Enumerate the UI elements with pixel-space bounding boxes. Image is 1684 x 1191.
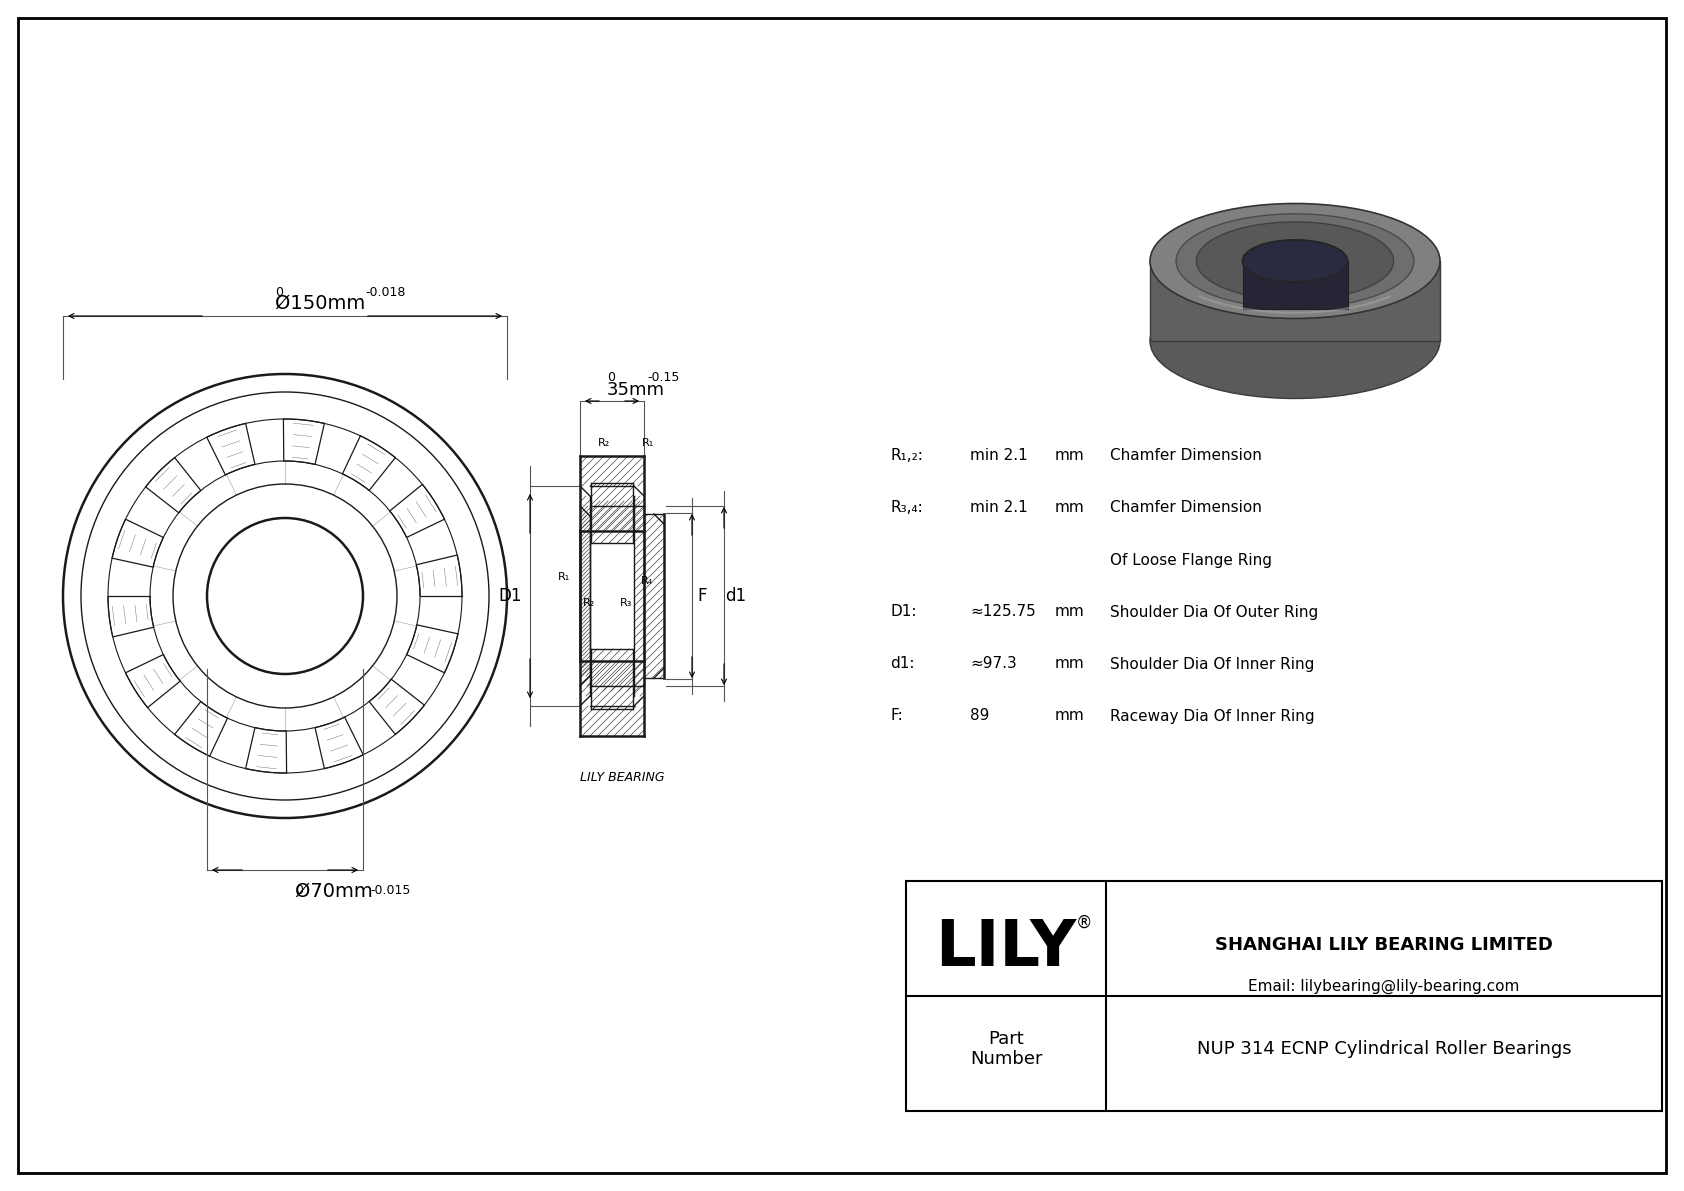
Text: 0: 0 [274,286,283,299]
Text: Of Loose Flange Ring: Of Loose Flange Ring [1110,553,1271,567]
Text: min 2.1: min 2.1 [970,449,1027,463]
Text: Email: lilybearing@lily-bearing.com: Email: lilybearing@lily-bearing.com [1248,979,1519,994]
Text: R₁: R₁ [557,572,571,582]
Polygon shape [1150,261,1440,341]
Text: mm: mm [1054,500,1084,516]
Text: Raceway Dia Of Inner Ring: Raceway Dia Of Inner Ring [1110,709,1315,723]
Text: D1: D1 [498,587,522,605]
Text: R₁,₂:: R₁,₂: [891,449,923,463]
Text: NUP 314 ECNP Cylindrical Roller Bearings: NUP 314 ECNP Cylindrical Roller Bearings [1197,1040,1571,1058]
Text: 0: 0 [606,372,615,384]
Ellipse shape [1243,241,1347,282]
Ellipse shape [1150,283,1440,399]
Text: ≈125.75: ≈125.75 [970,605,1036,619]
Text: -0.015: -0.015 [370,884,411,897]
Text: Part
Number: Part Number [970,1029,1042,1068]
Text: R₁: R₁ [642,438,655,448]
Text: F:: F: [891,709,903,723]
Text: mm: mm [1054,449,1084,463]
Text: LILY BEARING: LILY BEARING [579,771,663,784]
Bar [906,881,1662,1111]
Text: ®: ® [1076,913,1093,931]
Text: R₄: R₄ [642,576,653,586]
Text: Shoulder Dia Of Inner Ring: Shoulder Dia Of Inner Ring [1110,656,1315,672]
Text: 89: 89 [970,709,990,723]
Text: 35mm: 35mm [606,381,665,399]
Text: R₃: R₃ [620,598,632,607]
Text: -0.15: -0.15 [647,372,679,384]
Text: R₂: R₂ [583,598,594,607]
Text: F: F [697,587,707,605]
Ellipse shape [1243,241,1347,282]
Text: R₂: R₂ [598,438,610,448]
Text: d1: d1 [726,587,746,605]
Text: mm: mm [1054,656,1084,672]
Text: D1:: D1: [891,605,916,619]
Text: 0: 0 [295,884,303,897]
Text: SHANGHAI LILY BEARING LIMITED: SHANGHAI LILY BEARING LIMITED [1216,936,1553,954]
Text: mm: mm [1054,605,1084,619]
Text: d1:: d1: [891,656,914,672]
Text: mm: mm [1054,709,1084,723]
Text: Chamfer Dimension: Chamfer Dimension [1110,449,1261,463]
Text: Chamfer Dimension: Chamfer Dimension [1110,500,1261,516]
Text: min 2.1: min 2.1 [970,500,1027,516]
Ellipse shape [1175,214,1415,308]
Text: Shoulder Dia Of Outer Ring: Shoulder Dia Of Outer Ring [1110,605,1319,619]
Text: R₃,₄:: R₃,₄: [891,500,923,516]
Text: -0.018: -0.018 [365,286,406,299]
Polygon shape [1243,261,1347,308]
Text: Ø70mm: Ø70mm [295,883,372,902]
Ellipse shape [1196,222,1394,300]
Text: LILY: LILY [935,917,1076,979]
Text: Ø150mm: Ø150mm [274,294,365,313]
Ellipse shape [1150,204,1440,318]
Text: ≈97.3: ≈97.3 [970,656,1017,672]
